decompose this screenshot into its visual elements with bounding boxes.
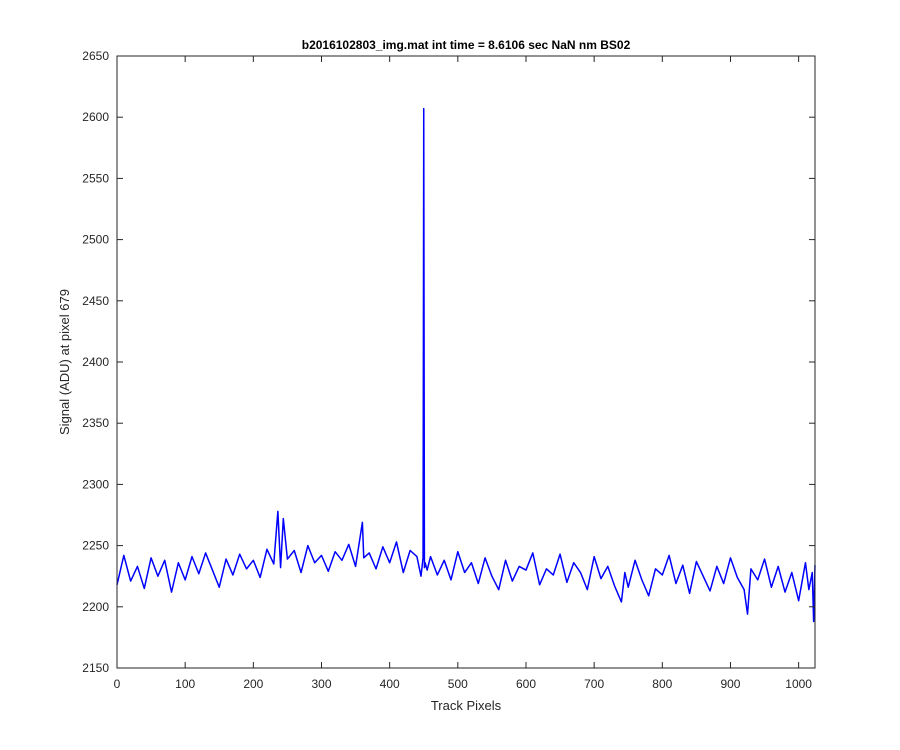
x-axis-label: Track Pixels <box>431 698 502 713</box>
y-tick-label: 2650 <box>82 49 109 63</box>
x-tick-label: 300 <box>311 677 331 691</box>
y-tick-label: 2450 <box>82 294 109 308</box>
series-line-0 <box>116 107 816 623</box>
y-tick-label: 2500 <box>82 233 109 247</box>
x-tick-label: 0 <box>114 677 121 691</box>
y-tick-label: 2550 <box>82 171 109 185</box>
y-axis-ticks: 2150 2200 2250 2300 2350 2400 2450 2500 2550 2600… <box>82 49 815 675</box>
y-tick-label: 2250 <box>82 539 109 553</box>
y-tick-label: 2600 <box>82 110 109 124</box>
y-tick-label: 2300 <box>82 477 109 491</box>
x-tick-label: 500 <box>448 677 468 691</box>
chart-title: b2016102803_img.mat int time = 8.6106 se… <box>302 38 631 52</box>
x-axis-ticks: 0 100 200 300 400 500 600 700 800 900 1000 <box>114 56 812 691</box>
y-tick-label: 2400 <box>82 355 109 369</box>
y-axis-label: Signal (ADU) at pixel 679 <box>57 289 72 435</box>
y-tick-label: 2200 <box>82 600 109 614</box>
x-tick-label: 800 <box>652 677 672 691</box>
y-tick-label: 2150 <box>82 661 109 675</box>
x-tick-label: 900 <box>720 677 740 691</box>
x-tick-label: 200 <box>243 677 263 691</box>
x-tick-label: 100 <box>175 677 195 691</box>
data-layer <box>116 107 816 623</box>
x-tick-label: 600 <box>516 677 536 691</box>
x-tick-label: 1000 <box>785 677 812 691</box>
x-tick-label: 700 <box>584 677 604 691</box>
y-tick-label: 2350 <box>82 416 109 430</box>
x-tick-label: 400 <box>380 677 400 691</box>
